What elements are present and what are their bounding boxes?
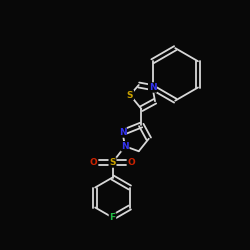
- Text: S: S: [109, 158, 116, 167]
- Text: F: F: [110, 213, 116, 222]
- Text: O: O: [90, 158, 98, 167]
- Text: N: N: [121, 142, 129, 151]
- Text: O: O: [128, 158, 135, 167]
- Text: N: N: [149, 83, 156, 92]
- Text: S: S: [127, 90, 133, 100]
- Text: N: N: [119, 128, 126, 137]
